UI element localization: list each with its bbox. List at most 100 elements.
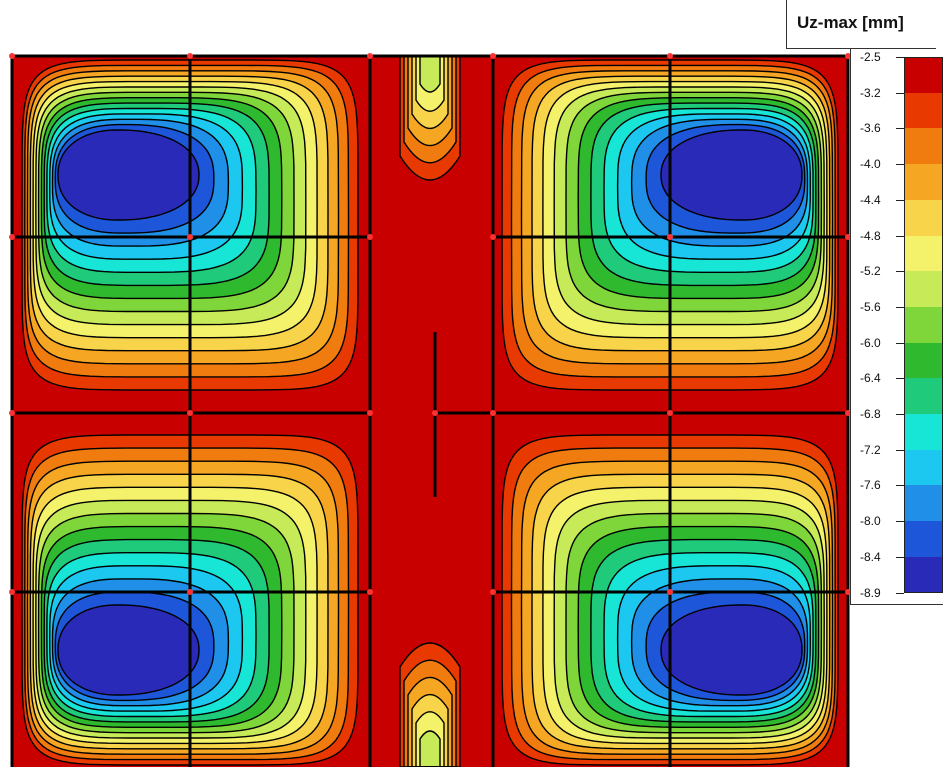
- contour-band: [58, 130, 199, 220]
- legend-level-label: -7.6: [860, 478, 881, 493]
- contour-line: [415, 55, 445, 112]
- contour-line: [501, 59, 839, 391]
- panel-bottom-left: [22, 435, 358, 765]
- contour-line: [645, 123, 806, 234]
- legend-level-label: -6.4: [860, 371, 881, 386]
- structure-node: [367, 589, 373, 595]
- structure-node: [367, 410, 373, 416]
- structure-node: [187, 410, 193, 416]
- legend-level-label: -8.4: [860, 549, 881, 564]
- contour-line: [29, 473, 329, 750]
- legend-color-swatch: [905, 271, 943, 308]
- legend-color-swatch: [905, 485, 943, 522]
- panel-top-left-lines: [21, 59, 359, 391]
- legend-tick: [896, 128, 904, 130]
- panel-bottom-right: [502, 435, 838, 765]
- legend-color-swatch: [905, 414, 943, 451]
- legend-level-label: -4.0: [860, 157, 881, 172]
- structure-node: [490, 234, 496, 240]
- structure-node: [667, 53, 673, 59]
- legend-color-swatch: [905, 199, 943, 236]
- legend-tick: [896, 414, 904, 415]
- contour-line: [616, 565, 812, 712]
- legend-tick: [896, 449, 904, 451]
- contour-line: [542, 80, 828, 339]
- legend-color-swatch: [905, 556, 943, 593]
- contour-line: [26, 70, 340, 365]
- contour-line: [419, 730, 441, 767]
- contour-line: [54, 591, 215, 702]
- structure-node: [845, 589, 851, 595]
- legend-title: Uz-max [mm]: [797, 13, 904, 32]
- contour-line: [411, 693, 449, 767]
- contour-band: [661, 130, 802, 220]
- structure-node: [9, 234, 15, 240]
- strip-tongue-top-lines: [399, 55, 461, 181]
- legend-tick: [896, 485, 904, 487]
- structure-node: [490, 589, 496, 595]
- contour-line: [520, 460, 834, 755]
- structure-node: [490, 410, 496, 416]
- legend-tick: [896, 199, 904, 201]
- legend-level-label: -7.2: [860, 442, 881, 457]
- panel-bottom-left-lines: [21, 434, 359, 766]
- contour-line: [46, 107, 257, 273]
- legend-color-swatch: [905, 235, 943, 272]
- legend-color-swatch: [905, 128, 943, 165]
- legend-level-label: -4.4: [860, 192, 881, 207]
- contour-line: [57, 129, 200, 221]
- structure-node: [9, 53, 15, 59]
- legend-color-swatch: [905, 342, 943, 379]
- contour-line: [24, 447, 350, 761]
- contour-line: [520, 70, 834, 365]
- structure-node: [367, 53, 373, 59]
- structure-node: [432, 410, 438, 416]
- legend-color-swatch: [905, 306, 943, 344]
- structure-node: [845, 53, 851, 59]
- contour-line: [48, 113, 244, 260]
- contour-line: [37, 512, 295, 734]
- legend-level-label: -4.8: [860, 228, 881, 243]
- structure-node: [667, 234, 673, 240]
- structure-node: [367, 234, 373, 240]
- contour-line: [542, 486, 828, 745]
- legend-color-swatch: [905, 57, 943, 94]
- contour-line: [46, 552, 257, 718]
- legend-tick: [896, 342, 904, 344]
- contour-line: [660, 604, 803, 696]
- structure-node: [845, 410, 851, 416]
- contour-line: [24, 64, 350, 378]
- contour-line: [415, 711, 445, 767]
- strip-tongue-bottom-lines: [399, 642, 461, 767]
- contour-line: [510, 64, 836, 378]
- legend-level-label: -3.2: [860, 85, 881, 100]
- contour-line: [54, 123, 215, 234]
- contour-line: [407, 55, 453, 147]
- structure-node: [9, 410, 15, 416]
- structure-node: [667, 410, 673, 416]
- legend-level-label: -6.8: [860, 407, 881, 421]
- structure-node: [187, 53, 193, 59]
- contour-line: [403, 55, 457, 164]
- contour-line: [577, 97, 820, 300]
- contour-line: [411, 55, 449, 130]
- structure-node: [845, 234, 851, 240]
- contour-line: [399, 642, 461, 767]
- legend-color-swatch: [905, 92, 943, 129]
- strip-tongue-bottom: [400, 643, 460, 767]
- contour-line: [419, 55, 441, 93]
- panel-top-right-lines: [501, 59, 839, 391]
- legend-tick: [896, 592, 904, 594]
- contour-line: [37, 91, 295, 313]
- strip-tongue-top: [400, 56, 460, 180]
- contour-line: [630, 118, 809, 247]
- structure-node: [187, 589, 193, 595]
- structure-node: [9, 589, 15, 595]
- contour-line: [35, 86, 307, 326]
- legend-color-swatch: [905, 449, 943, 486]
- contour-band: [661, 605, 802, 695]
- contour-line: [501, 434, 839, 766]
- contour-line: [48, 565, 244, 712]
- contour-line: [26, 460, 340, 755]
- contour-band: [420, 56, 440, 92]
